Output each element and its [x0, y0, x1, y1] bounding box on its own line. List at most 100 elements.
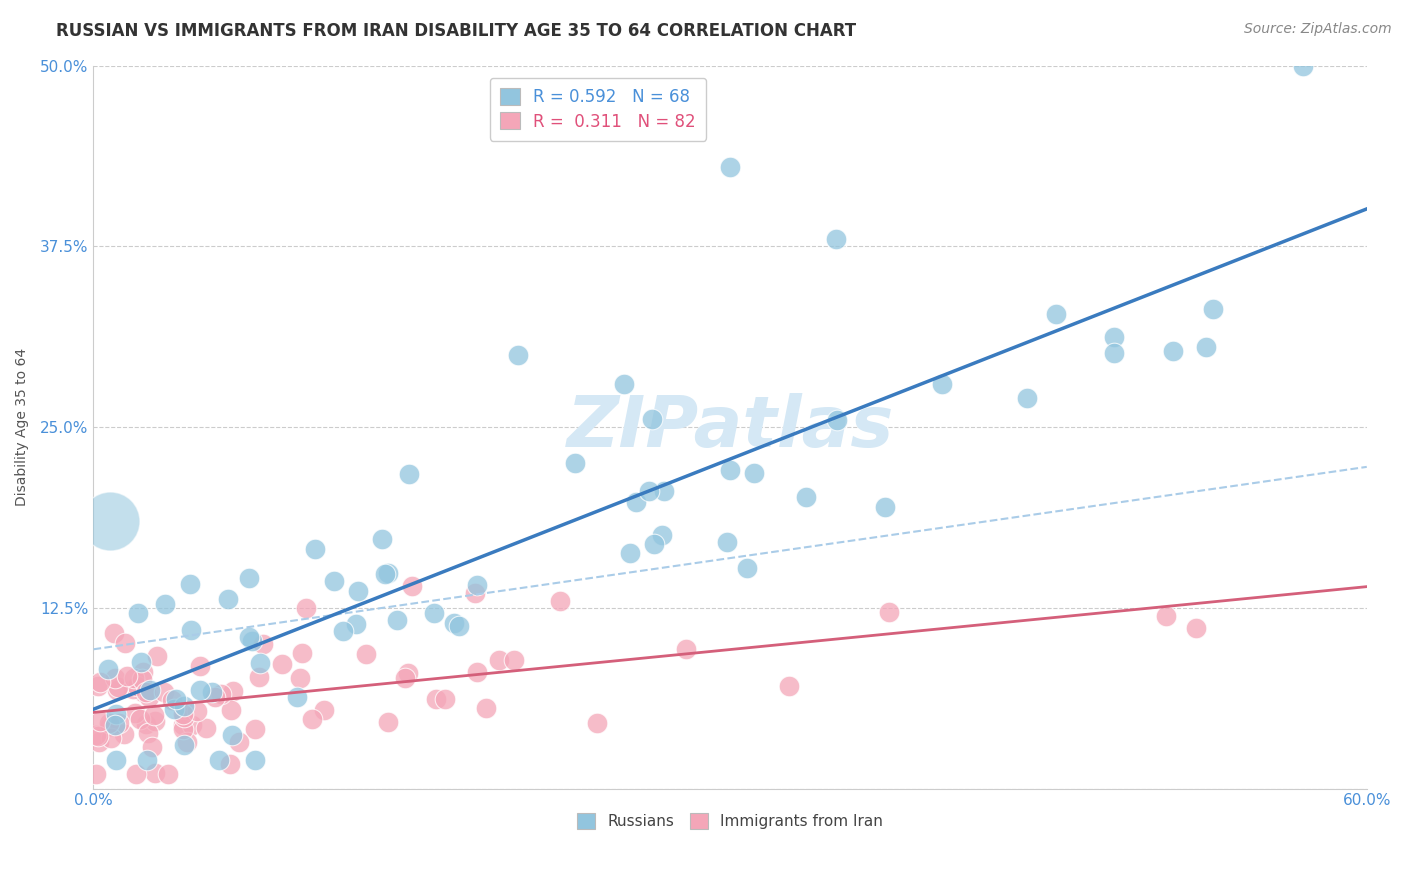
- Point: [105, 706, 128, 721]
- Point: [294, 600, 316, 615]
- Point: [778, 679, 800, 693]
- Point: [124, 706, 146, 720]
- Point: [465, 578, 488, 592]
- Text: Source: ZipAtlas.com: Source: ZipAtlas.com: [1244, 22, 1392, 37]
- Point: [718, 463, 741, 477]
- Point: [135, 716, 157, 731]
- Point: [243, 722, 266, 736]
- Point: [385, 613, 408, 627]
- Point: [238, 630, 260, 644]
- Point: [447, 618, 470, 632]
- Point: [425, 691, 447, 706]
- Point: [112, 727, 135, 741]
- Point: [98, 716, 121, 731]
- Point: [100, 731, 122, 746]
- Point: [153, 684, 176, 698]
- Point: [222, 684, 245, 698]
- Point: [564, 456, 586, 470]
- Point: [652, 484, 675, 499]
- Point: [332, 624, 354, 638]
- Point: [107, 680, 129, 694]
- Point: [245, 753, 267, 767]
- Point: [301, 712, 323, 726]
- Point: [89, 735, 111, 749]
- Point: [825, 232, 848, 246]
- Point: [875, 500, 897, 514]
- Point: [288, 671, 311, 685]
- Point: [138, 725, 160, 739]
- Point: [219, 703, 242, 717]
- Point: [221, 728, 243, 742]
- Point: [176, 735, 198, 749]
- Point: [488, 652, 510, 666]
- Point: [103, 718, 125, 732]
- Point: [132, 665, 155, 679]
- Point: [1194, 340, 1216, 354]
- Point: [238, 571, 260, 585]
- Point: [252, 637, 274, 651]
- Point: [201, 684, 224, 698]
- Point: [87, 679, 110, 693]
- Point: [796, 490, 818, 504]
- Point: [138, 690, 160, 704]
- Point: [1185, 621, 1208, 635]
- Point: [208, 753, 231, 767]
- Point: [156, 767, 179, 781]
- Point: [98, 719, 121, 733]
- Point: [586, 716, 609, 731]
- Point: [464, 586, 486, 600]
- Point: [638, 484, 661, 499]
- Point: [89, 675, 111, 690]
- Point: [624, 495, 647, 509]
- Point: [291, 646, 314, 660]
- Point: [1161, 343, 1184, 358]
- Point: [135, 685, 157, 699]
- Point: [188, 682, 211, 697]
- Point: [165, 692, 187, 706]
- Point: [550, 593, 572, 607]
- Point: [141, 740, 163, 755]
- Point: [188, 658, 211, 673]
- Point: [146, 648, 169, 663]
- Point: [503, 653, 526, 667]
- Point: [877, 605, 900, 619]
- Point: [180, 717, 202, 731]
- Point: [371, 532, 394, 546]
- Point: [172, 718, 194, 732]
- Point: [312, 703, 335, 717]
- Point: [270, 657, 292, 671]
- Point: [153, 598, 176, 612]
- Point: [89, 714, 111, 728]
- Point: [217, 592, 239, 607]
- Point: [475, 701, 498, 715]
- Point: [122, 682, 145, 697]
- Point: [135, 753, 157, 767]
- Point: [125, 767, 148, 781]
- Point: [86, 730, 108, 744]
- Point: [344, 616, 367, 631]
- Point: [143, 714, 166, 729]
- Point: [84, 767, 107, 781]
- Point: [204, 690, 226, 704]
- Point: [377, 566, 399, 580]
- Point: [143, 708, 166, 723]
- Point: [139, 682, 162, 697]
- Point: [347, 583, 370, 598]
- Legend: Russians, Immigrants from Iran: Russians, Immigrants from Iran: [571, 807, 889, 835]
- Point: [228, 735, 250, 749]
- Point: [398, 467, 420, 481]
- Text: RUSSIAN VS IMMIGRANTS FROM IRAN DISABILITY AGE 35 TO 64 CORRELATION CHART: RUSSIAN VS IMMIGRANTS FROM IRAN DISABILI…: [56, 22, 856, 40]
- Point: [931, 376, 953, 391]
- Point: [104, 753, 127, 767]
- Y-axis label: Disability Age 35 to 64: Disability Age 35 to 64: [15, 348, 30, 506]
- Point: [172, 706, 194, 721]
- Point: [1292, 59, 1315, 73]
- Point: [285, 690, 308, 705]
- Point: [173, 738, 195, 752]
- Point: [643, 537, 665, 551]
- Point: [145, 766, 167, 780]
- Point: [131, 672, 153, 686]
- Point: [84, 728, 107, 742]
- Point: [127, 607, 149, 621]
- Point: [1154, 609, 1177, 624]
